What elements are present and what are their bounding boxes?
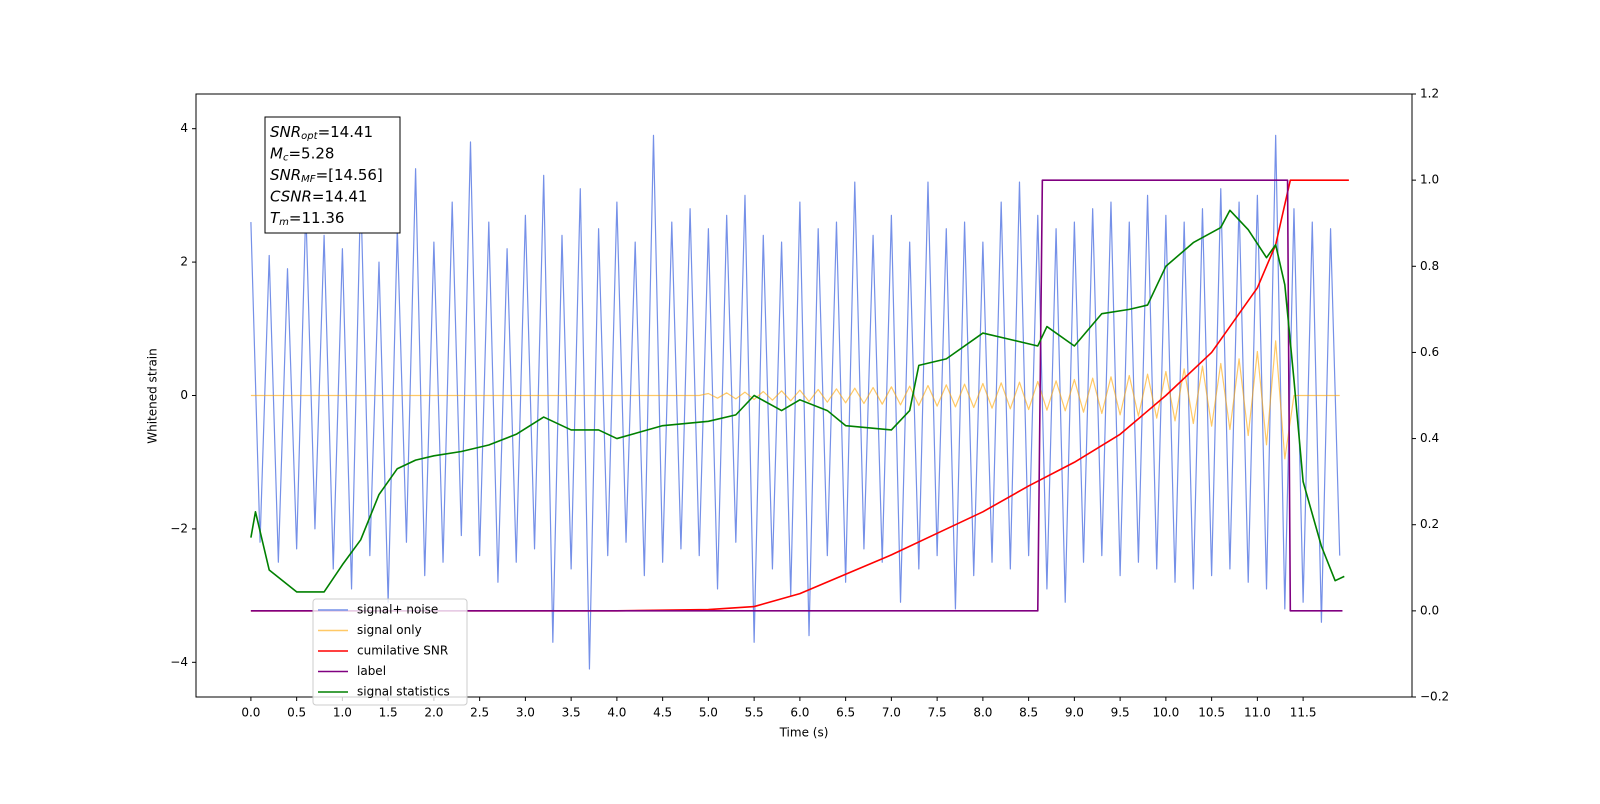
annotation-subscript: MF bbox=[301, 174, 316, 185]
annotation-value: =[14.56] bbox=[316, 166, 383, 184]
annotation-symbol: M bbox=[270, 144, 283, 162]
x-tick-label: 0.5 bbox=[287, 706, 306, 720]
legend-label: signal+ noise bbox=[357, 603, 438, 617]
y2-tick-label: 0.0 bbox=[1420, 603, 1439, 617]
annotation: SNRMF=[14.56] bbox=[270, 166, 383, 186]
x-tick-label: 8.5 bbox=[1019, 706, 1038, 720]
annotation-symbol: CSNR bbox=[270, 187, 312, 205]
x-tick-label: 11.5 bbox=[1290, 706, 1317, 720]
annotation: Mc=5.28 bbox=[270, 144, 334, 164]
y-axis-label: Whitened strain bbox=[146, 348, 160, 444]
y2-tick-label: 0.8 bbox=[1420, 259, 1439, 273]
annotation-value: =14.41 bbox=[318, 123, 374, 141]
y-tick-label: 0 bbox=[180, 388, 188, 402]
x-tick-label: 8.0 bbox=[973, 706, 992, 720]
x-tick-label: 4.5 bbox=[653, 706, 672, 720]
y-tick-label: 2 bbox=[180, 255, 188, 269]
legend-label: cumilative SNR bbox=[357, 644, 448, 658]
y2-tick-label: 1.0 bbox=[1420, 173, 1439, 187]
x-tick-label: 0.0 bbox=[241, 706, 260, 720]
x-tick-label: 11.0 bbox=[1244, 706, 1271, 720]
series-line bbox=[250, 340, 1340, 460]
y-tick-label: 4 bbox=[180, 121, 188, 135]
annotation-subscript: c bbox=[283, 153, 289, 164]
x-tick-label: 10.0 bbox=[1153, 706, 1180, 720]
series-line bbox=[250, 179, 1343, 612]
annotation: SNRopt=14.41 bbox=[270, 123, 373, 143]
x-tick-label: 7.0 bbox=[882, 706, 901, 720]
x-tick-label: 1.5 bbox=[379, 706, 398, 720]
x-tick-label: 2.0 bbox=[424, 706, 443, 720]
x-tick-label: 5.5 bbox=[745, 706, 764, 720]
x-tick-label: 3.5 bbox=[562, 706, 581, 720]
annotation-subscript: m bbox=[279, 217, 289, 228]
x-tick-label: 4.0 bbox=[607, 706, 626, 720]
series-line bbox=[250, 134, 1341, 670]
series-line bbox=[250, 209, 1345, 593]
y2-tick-label: −0.2 bbox=[1420, 690, 1449, 704]
x-tick-label: 3.0 bbox=[516, 706, 535, 720]
annotation-value: =14.41 bbox=[312, 187, 368, 205]
x-tick-label: 1.0 bbox=[333, 706, 352, 720]
legend-box bbox=[312, 598, 468, 706]
plot-area bbox=[250, 134, 1349, 670]
annotation-box bbox=[264, 116, 401, 234]
x-tick-label: 2.5 bbox=[470, 706, 489, 720]
annotation-symbol: T bbox=[270, 209, 281, 227]
y2-tick-label: 0.6 bbox=[1420, 345, 1439, 359]
y-tick-label: −4 bbox=[170, 655, 188, 669]
annotation-symbol: SNR bbox=[270, 123, 301, 141]
legend-label: signal statistics bbox=[357, 685, 450, 699]
annotation: CSNR=14.41 bbox=[270, 187, 367, 205]
x-tick-label: 9.5 bbox=[1111, 706, 1130, 720]
annotation-value: =5.28 bbox=[288, 144, 334, 162]
annotation-subscript: opt bbox=[301, 131, 318, 142]
annotation-symbol: SNR bbox=[270, 166, 301, 184]
y2-tick-label: 0.4 bbox=[1420, 431, 1439, 445]
y2-tick-label: 1.2 bbox=[1420, 87, 1439, 101]
legend-label: signal only bbox=[357, 623, 422, 637]
annotation: Tm=11.36 bbox=[270, 209, 344, 229]
x-axis-label: Time (s) bbox=[779, 726, 829, 740]
x-tick-label: 6.0 bbox=[790, 706, 809, 720]
x-tick-label: 10.5 bbox=[1198, 706, 1225, 720]
legend-label: label bbox=[357, 664, 386, 678]
y2-tick-label: 0.2 bbox=[1420, 517, 1439, 531]
annotation-value: =11.36 bbox=[289, 209, 345, 227]
x-tick-label: 9.0 bbox=[1065, 706, 1084, 720]
x-tick-label: 7.5 bbox=[928, 706, 947, 720]
y-tick-label: −2 bbox=[170, 521, 188, 535]
x-tick-label: 6.5 bbox=[836, 706, 855, 720]
x-tick-label: 5.0 bbox=[699, 706, 718, 720]
